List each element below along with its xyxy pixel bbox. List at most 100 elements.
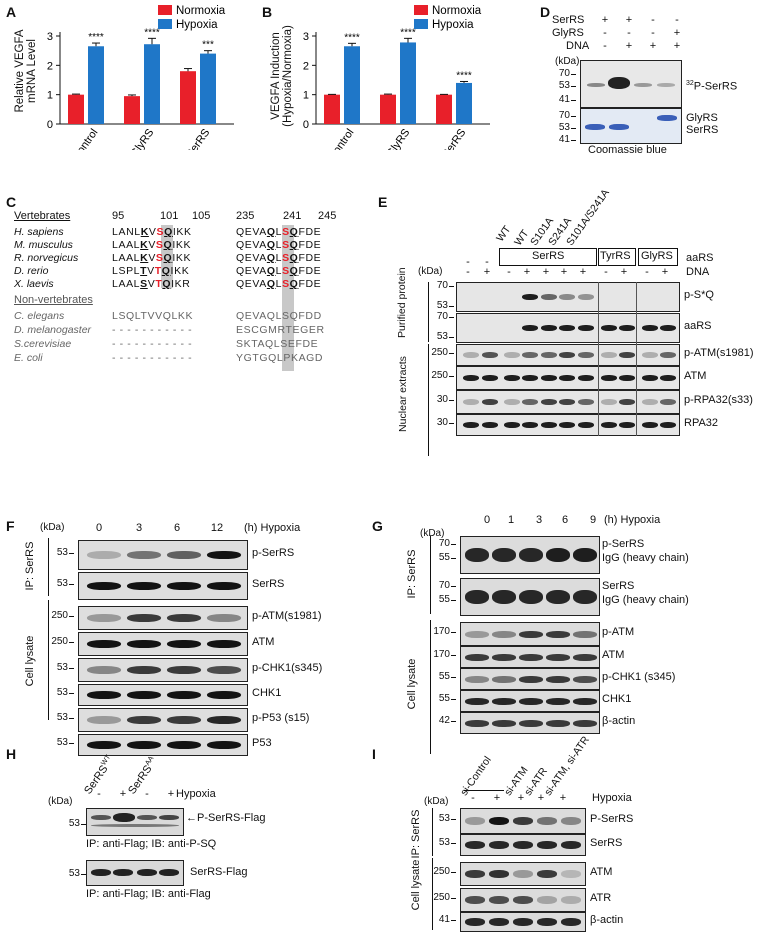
e-band	[463, 375, 479, 381]
h-blot-psq	[86, 808, 184, 836]
g-band	[492, 630, 516, 638]
g-band	[573, 697, 597, 705]
bar-normoxia	[68, 94, 84, 124]
i-band	[537, 841, 557, 849]
c-residue: A	[126, 239, 134, 251]
f-band	[167, 614, 201, 622]
c-residue: K	[140, 252, 149, 264]
significance-label: ****	[88, 32, 104, 43]
f-band	[167, 640, 201, 648]
d-autoradiograph	[580, 60, 682, 108]
h-hypoxia: Hypoxia	[176, 788, 216, 800]
panel-label-a: A	[6, 4, 17, 20]
c-vertebrates-title: Vertebrates	[14, 210, 71, 222]
i-row-label: ATM	[590, 866, 613, 878]
x-tick-label: sh-GlyRS	[376, 127, 413, 150]
g-marker: 55	[424, 671, 456, 682]
c-residue: Q	[266, 226, 276, 238]
c-residue: L	[133, 252, 141, 264]
g-row-label: SerRS	[602, 580, 635, 592]
g-band	[465, 548, 489, 562]
g-marker: 55	[424, 594, 456, 605]
g-marker: 55	[424, 552, 456, 563]
c-pos-105: 105	[192, 210, 211, 222]
e-bracket-serrs	[499, 248, 597, 266]
h-marker1: 53	[54, 818, 86, 829]
panel-label-h: H	[6, 746, 17, 762]
i-row-label: ATR	[590, 892, 612, 904]
c-residue: Q	[163, 239, 173, 251]
c-residue: S	[140, 278, 148, 290]
e-tyrrs: TyrRS	[600, 250, 631, 262]
g-band	[573, 630, 597, 638]
e-side-purified: Purified protein	[396, 267, 408, 338]
f-band	[87, 666, 121, 674]
f-band	[87, 614, 121, 622]
i-row-label: SerRS	[590, 837, 623, 849]
c-residue: S	[282, 265, 290, 277]
e-kda: (kDa)	[418, 266, 443, 277]
h-sign: -	[97, 788, 101, 800]
e-band	[559, 352, 575, 358]
g-marker: 70	[424, 580, 456, 591]
c-pos-95: 95	[112, 210, 125, 222]
legend-swatch	[158, 5, 172, 15]
i-blot	[460, 808, 586, 834]
f-row-label: P53	[252, 737, 272, 749]
f-blot	[78, 734, 248, 756]
g-kda: (kDa)	[420, 528, 445, 539]
c-residue: K	[176, 226, 185, 238]
e-band	[559, 294, 575, 300]
d-sign: +	[673, 27, 681, 39]
e-band	[559, 325, 575, 331]
e-dna-sign: +	[579, 266, 587, 278]
c-residue: Q	[236, 239, 245, 251]
c-species: D. rerio	[14, 265, 49, 277]
g-band	[465, 719, 489, 727]
g-time: 9	[589, 514, 597, 526]
c-residue: E	[313, 265, 322, 277]
g-blot	[460, 578, 600, 616]
d-sign: -	[603, 27, 607, 39]
e-band	[660, 352, 676, 358]
f-kda: (kDa)	[40, 522, 65, 533]
d-kda: (kDa)	[555, 56, 580, 67]
e-dna-sign: -	[466, 266, 470, 278]
i-band	[513, 841, 533, 849]
c-residue: F	[298, 239, 306, 251]
i-row-label: P-SerRS	[590, 813, 634, 825]
e-band	[660, 325, 676, 331]
c-seq-left-nonvert: LSQLTVVQLKK	[112, 310, 194, 322]
c-residue: Q	[289, 239, 299, 251]
c-seq-right-nonvert: QEVAQLSQFDD	[236, 310, 322, 322]
f-band	[207, 551, 241, 559]
c-highlight-101	[161, 225, 173, 288]
g-band	[492, 548, 516, 562]
c-residue: L	[133, 265, 141, 277]
e-dna-sign: -	[604, 266, 608, 278]
ylabel-b-line2: (Hypoxia/Normoxia)	[282, 25, 294, 127]
panel-label-d: D	[540, 4, 551, 20]
f-band	[127, 691, 161, 699]
e-band	[504, 352, 520, 358]
e-mutant-wt2: WT	[512, 227, 532, 248]
f-marker: 53	[42, 578, 74, 589]
e-band	[541, 422, 557, 428]
i-band	[561, 896, 581, 904]
panel-label-b: B	[262, 4, 273, 20]
i-band	[537, 870, 557, 878]
e-mutant-wt1: WT	[494, 223, 514, 244]
y-tick-label: 3	[47, 31, 53, 43]
f-band	[127, 666, 161, 674]
e-row-label: RPA32	[684, 417, 719, 429]
legend-label: Hypoxia	[432, 19, 474, 31]
i-blot	[460, 834, 586, 856]
e-band	[522, 375, 538, 381]
g-band	[519, 630, 543, 638]
g-band	[492, 653, 516, 661]
x-tick-label: sh-Control	[62, 127, 101, 150]
h-blot-flag	[86, 860, 184, 886]
i-band	[513, 896, 533, 904]
i-band	[489, 841, 509, 849]
e-band	[578, 325, 594, 331]
